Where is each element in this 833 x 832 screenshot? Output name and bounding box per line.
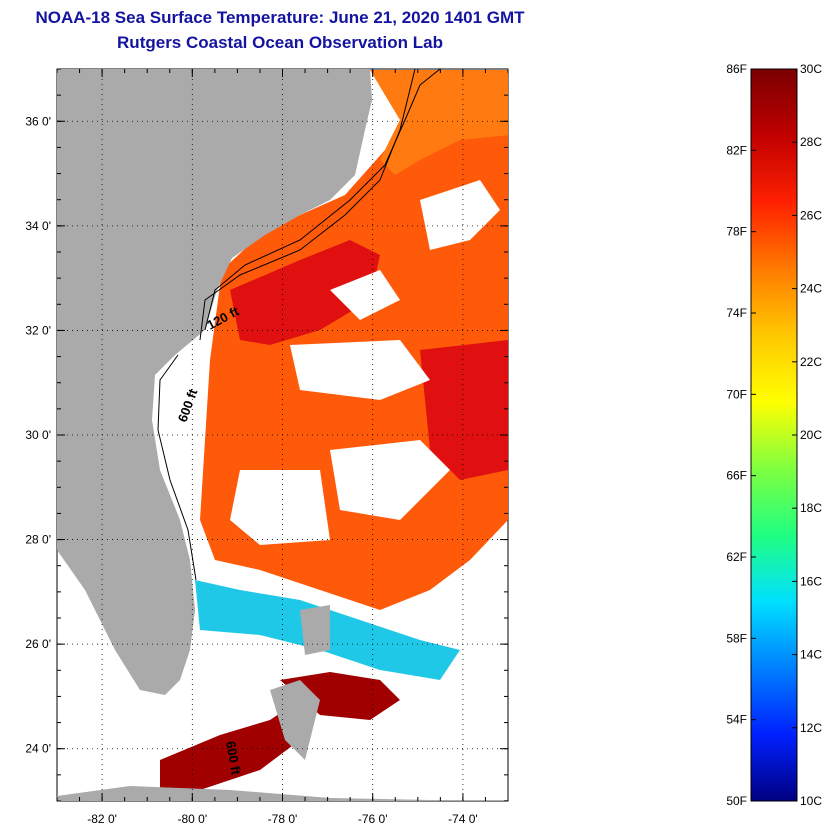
colorbar-c-label: 28C [800, 135, 822, 149]
map-gridlines [57, 69, 508, 801]
map-title: NOAA-18 Sea Surface Temperature: June 21… [35, 8, 525, 27]
colorbar-c-label: 20C [800, 428, 822, 442]
lat-tick-label: 30 0' [25, 428, 51, 442]
colorbar-c-label: 10C [800, 794, 822, 808]
colorbar-celsius-labels: 30C 28C 26C 24C 22C 20C 18C 16C 14C 12C 10C [792, 62, 822, 808]
colorbar-c-label: 26C [800, 208, 822, 222]
colorbar-f-label: 78F [726, 225, 747, 239]
land-us-coast [57, 69, 372, 695]
lon-tick-label: -78 0' [268, 812, 298, 826]
colorbar-fahrenheit-labels: 86F 82F 78F 74F 70F 66F 62F 58F 54F 50F [726, 62, 756, 808]
colorbar-f-label: 58F [726, 631, 747, 645]
sst-hot-patch [230, 240, 380, 345]
lon-tick-label: -82 0' [87, 812, 117, 826]
map-layers [57, 69, 508, 801]
colorbar-c-label: 24C [800, 282, 822, 296]
lon-tick-label: -80 0' [177, 812, 207, 826]
lat-tick-label: 26 0' [25, 637, 51, 651]
colorbar-c-label: 18C [800, 501, 822, 515]
colorbar-c-label: 14C [800, 648, 822, 662]
longitude-axis: -82 0' -80 0' -78 0' -76 0' -74 0' [56, 69, 509, 826]
contour-label-600ft-south: 600 ft [223, 740, 244, 777]
lat-tick-label: 32 0' [25, 323, 51, 337]
colorbar-c-label: 22C [800, 355, 822, 369]
colorbar-c-label: 12C [800, 721, 822, 735]
colorbar-f-label: 86F [726, 62, 747, 76]
colorbar-f-label: 82F [726, 143, 747, 157]
colorbar-f-label: 74F [726, 306, 747, 320]
lat-tick-label: 24 0' [25, 742, 51, 756]
sst-hot-patch [420, 340, 508, 480]
depth-contours [157, 68, 441, 581]
colorbar-c-label: 16C [800, 574, 822, 588]
lon-tick-label: -76 0' [358, 812, 388, 826]
cloud-cover [230, 180, 500, 545]
land-bahamas [270, 605, 330, 760]
lat-tick-label: 34 0' [25, 219, 51, 233]
colorbar-f-label: 50F [726, 794, 747, 808]
colorbar-f-label: 54F [726, 713, 747, 727]
lat-tick-label: 36 0' [25, 114, 51, 128]
map-subtitle: Rutgers Coastal Ocean Observation Lab [117, 33, 443, 52]
colorbar-f-label: 70F [726, 387, 747, 401]
sst-south-patch [280, 672, 400, 720]
colorbar [750, 68, 798, 802]
colorbar-c-label: 30C [800, 62, 822, 76]
latitude-axis: 36 0' 34 0' 32 0' 30 0' 28 0' 26 0' 24 0' [25, 68, 508, 802]
colorbar-f-label: 62F [726, 550, 747, 564]
sst-north-band [370, 70, 508, 175]
colorbar-f-label: 66F [726, 469, 747, 483]
lon-tick-label: -74 0' [448, 812, 478, 826]
lat-tick-label: 28 0' [25, 533, 51, 547]
